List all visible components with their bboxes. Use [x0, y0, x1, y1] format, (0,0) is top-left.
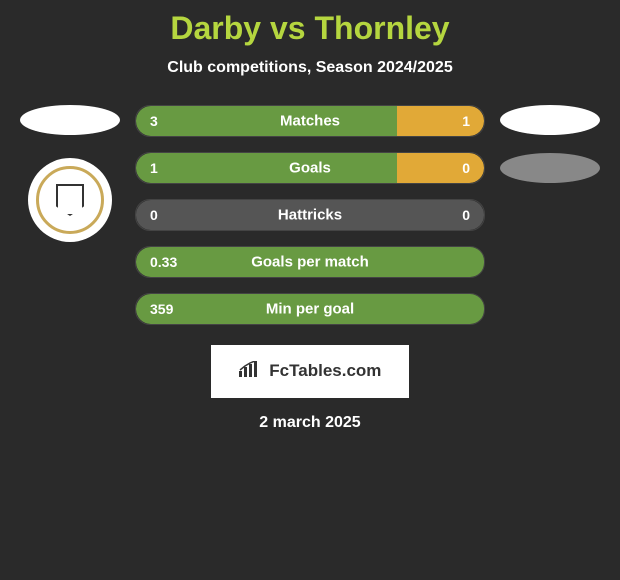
- stat-label: Goals per match: [251, 254, 369, 271]
- stat-right-value: 1: [462, 113, 470, 129]
- stat-left-value: 0.33: [150, 254, 177, 270]
- stat-label: Hattricks: [278, 207, 342, 224]
- chart-icon: [239, 361, 259, 382]
- stat-left-value: 3: [150, 113, 158, 129]
- stat-bar: 359 Min per goal: [135, 293, 485, 325]
- right-team-ellipse-2: [500, 153, 600, 183]
- brand-text: FcTables.com: [269, 361, 381, 380]
- stat-label: Matches: [280, 113, 340, 130]
- subtitle: Club competitions, Season 2024/2025: [0, 59, 620, 77]
- brand-box: FcTables.com: [211, 345, 410, 398]
- page-title: Darby vs Thornley: [0, 10, 620, 47]
- left-team-column: [15, 105, 125, 242]
- stat-right-value: 0: [462, 207, 470, 223]
- footer: FcTables.com 2 march 2025: [0, 345, 620, 432]
- right-team-ellipse: [500, 105, 600, 135]
- stat-right-value: 0: [462, 160, 470, 176]
- stat-left-value: 0: [150, 207, 158, 223]
- comparison-content: 3 Matches 1 1 Goals 0 0 Hattricks 0 0.33 Goals per…: [0, 105, 620, 325]
- stat-label: Goals: [289, 160, 331, 177]
- left-team-badge: [28, 158, 112, 242]
- date-text: 2 march 2025: [0, 414, 620, 432]
- left-team-ellipse: [20, 105, 120, 135]
- stats-bars: 3 Matches 1 1 Goals 0 0 Hattricks 0 0.33 Goals per…: [135, 105, 485, 325]
- stat-left-value: 359: [150, 301, 173, 317]
- stat-bar: 3 Matches 1: [135, 105, 485, 137]
- stat-left-value: 1: [150, 160, 158, 176]
- stat-bar: 1 Goals 0: [135, 152, 485, 184]
- right-team-column: [495, 105, 605, 183]
- stat-bar: 0 Hattricks 0: [135, 199, 485, 231]
- stat-label: Min per goal: [266, 301, 354, 318]
- stat-bar: 0.33 Goals per match: [135, 246, 485, 278]
